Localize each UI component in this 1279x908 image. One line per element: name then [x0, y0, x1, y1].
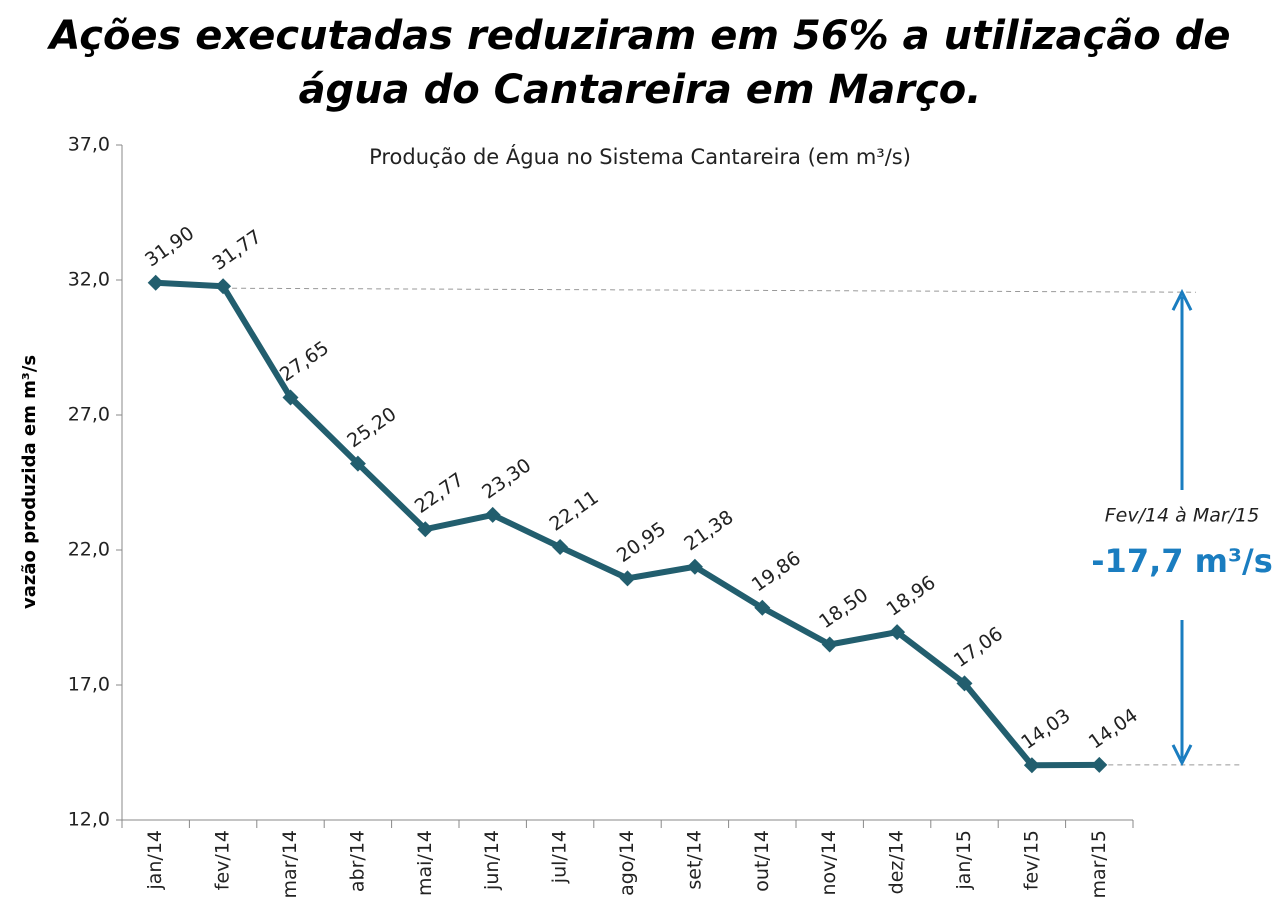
- value-label: 14,03: [1017, 705, 1074, 754]
- arrow-head: [1171, 744, 1193, 767]
- x-tick-label: out/14: [751, 830, 773, 892]
- value-label: 22,11: [546, 486, 603, 535]
- value-label: 27,65: [276, 337, 333, 386]
- value-label: 18,50: [815, 584, 872, 633]
- value-label: 14,04: [1085, 704, 1142, 753]
- y-tick-label: 22,0: [68, 539, 110, 561]
- x-tick-label: abr/14: [346, 830, 368, 892]
- value-label: 19,86: [748, 547, 805, 596]
- x-tick-label: set/14: [683, 830, 705, 890]
- value-label: 23,30: [478, 454, 535, 503]
- point: [282, 389, 299, 406]
- x-tick-label: fev/14: [212, 830, 234, 890]
- x-tick-label: jan/15: [953, 830, 975, 891]
- x-tick-label: dez/14: [886, 830, 908, 894]
- point: [147, 274, 164, 291]
- x-tick-label: mar/14: [279, 830, 301, 899]
- x-tick-label: jun/14: [481, 830, 503, 891]
- point: [686, 558, 703, 575]
- value-label: 17,06: [950, 623, 1007, 672]
- x-tick-label: ago/14: [616, 830, 638, 896]
- annotation-value: -17,7 m³/s: [1091, 542, 1272, 580]
- value-label: 25,20: [343, 403, 400, 452]
- value-label: 22,77: [411, 469, 468, 518]
- point: [1023, 757, 1040, 774]
- point: [417, 521, 434, 538]
- point: [484, 506, 501, 523]
- point: [956, 675, 973, 692]
- point: [552, 539, 569, 556]
- reference-line: [223, 287, 1197, 293]
- x-tick-label: nov/14: [818, 830, 840, 896]
- y-tick-label: 37,0: [68, 134, 110, 156]
- x-tick-label: fev/15: [1020, 830, 1042, 890]
- value-label: 31,90: [141, 222, 198, 271]
- chart-subtitle: Produção de Água no Sistema Cantareira (…: [369, 144, 911, 169]
- x-tick-label: jul/14: [549, 830, 571, 884]
- y-tick-label: 27,0: [68, 404, 110, 426]
- point: [889, 624, 906, 641]
- point: [821, 636, 838, 653]
- point: [619, 570, 636, 587]
- value-label: 20,95: [613, 518, 670, 567]
- x-tick-label: jan/14: [144, 830, 166, 891]
- y-axis-label: vazão produzida em m³/s: [19, 355, 40, 609]
- point: [215, 278, 232, 295]
- annotation-period: Fev/14 à Mar/15: [1105, 505, 1260, 527]
- value-label: 18,96: [883, 571, 940, 620]
- value-label: 31,77: [209, 226, 266, 275]
- x-tick-label: mai/14: [414, 830, 436, 896]
- y-tick-label: 32,0: [68, 269, 110, 291]
- chart-title: Ações executadas reduziram em 56% a util…: [47, 13, 1231, 59]
- y-tick-label: 12,0: [68, 809, 110, 831]
- chart-title: água do Cantareira em Março.: [299, 67, 982, 113]
- point: [754, 599, 771, 616]
- arrow-head: [1171, 288, 1193, 311]
- point: [349, 455, 366, 472]
- y-tick-label: 17,0: [68, 674, 110, 696]
- value-label: 21,38: [680, 506, 737, 555]
- x-tick-label: mar/15: [1088, 830, 1110, 899]
- point: [1091, 756, 1108, 773]
